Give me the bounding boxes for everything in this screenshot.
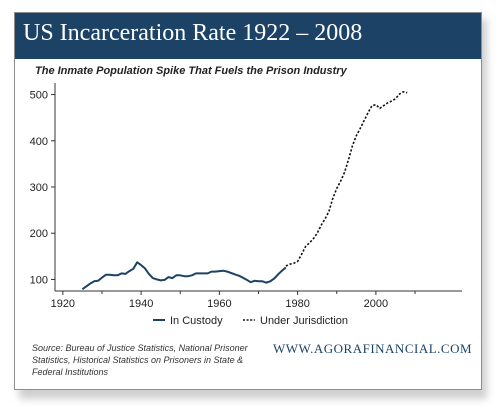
x-tick-label: 2000 (364, 298, 388, 310)
website-link[interactable]: WWW.AGORAFINANCIAL.COM (273, 341, 473, 356)
y-tick-label: 500 (30, 90, 48, 102)
y-tick-label: 400 (30, 136, 48, 148)
source-note: Source: Bureau of Justice Statistics, Na… (32, 343, 248, 377)
y-tick-label: 300 (30, 182, 48, 194)
x-tick-label: 1940 (129, 298, 153, 310)
x-tick-label: 1960 (207, 298, 231, 310)
legend-label: In Custody (170, 315, 223, 327)
chart-card: US Incarceration Rate 1922 – 2008 The In… (14, 12, 482, 390)
chart-title: US Incarceration Rate 1922 – 2008 (23, 20, 363, 46)
chart-subtitle: The Inmate Population Spike That Fuels t… (35, 65, 347, 77)
y-tick-label: 200 (30, 228, 48, 240)
legend-label: Under Jurisdiction (260, 315, 348, 327)
series-in-custody-line (81, 261, 287, 291)
series-under-jurisdiction-line (285, 91, 408, 267)
x-tick-label: 1920 (51, 298, 75, 310)
x-tick-label: 1980 (285, 298, 309, 310)
y-tick-label: 100 (30, 274, 48, 286)
title-banner: US Incarceration Rate 1922 – 2008 (15, 13, 481, 59)
